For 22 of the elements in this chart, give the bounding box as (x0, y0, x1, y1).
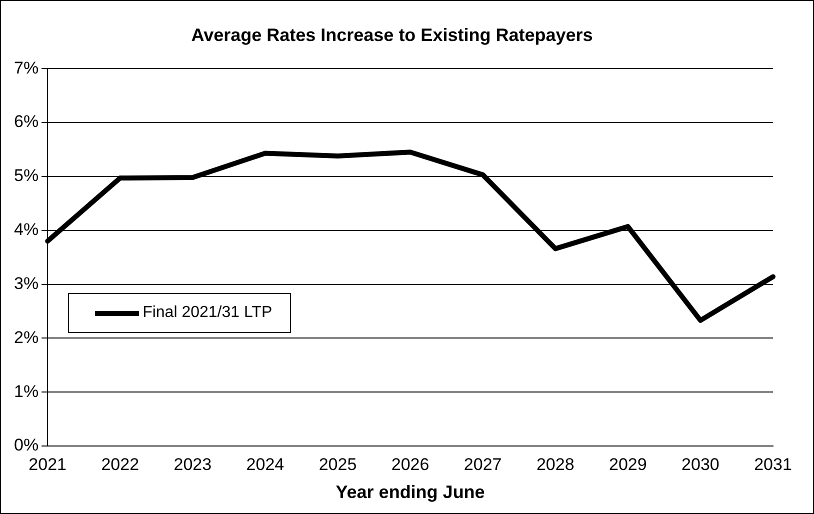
chart-title: Average Rates Increase to Existing Ratepayers (191, 24, 593, 45)
x-tick-label: 2022 (101, 454, 140, 474)
y-tick-label: 3% (14, 274, 39, 293)
x-tick-label: 2026 (391, 454, 430, 474)
y-tick-label: 2% (14, 328, 39, 347)
x-tick-label: 2021 (28, 454, 66, 474)
x-tick-label: 2030 (682, 454, 720, 474)
x-tick-label: 2023 (174, 454, 212, 474)
x-tick-label: 2029 (609, 454, 647, 474)
y-tick-label: 0% (14, 436, 39, 455)
x-tick-label: 2028 (536, 454, 574, 474)
y-tick-label: 7% (14, 58, 39, 78)
x-axis-title: Year ending June (336, 482, 485, 502)
legend-label: Final 2021/31 LTP (142, 304, 272, 322)
y-tick-label: 6% (14, 112, 39, 132)
x-tick-label: 2027 (464, 454, 502, 474)
x-tick-label: 2025 (318, 454, 357, 474)
x-tick-label: 2031 (754, 454, 792, 474)
x-tick-label: 2024 (246, 454, 284, 474)
y-tick-label: 5% (14, 166, 39, 186)
y-tick-label: 4% (14, 220, 39, 240)
y-tick-label: 1% (14, 382, 39, 401)
